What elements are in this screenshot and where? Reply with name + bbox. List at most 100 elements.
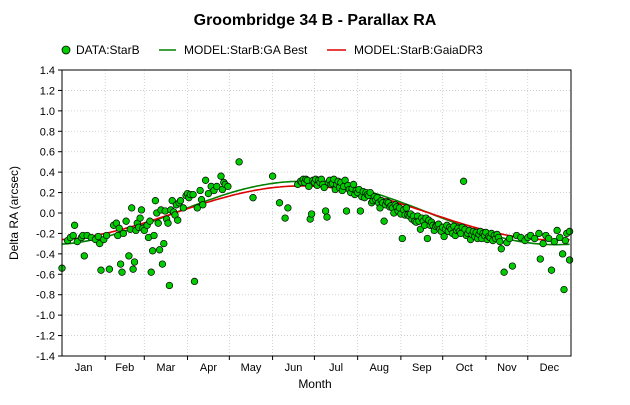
data-point	[151, 197, 160, 205]
data-point	[94, 232, 102, 241]
legend-label-ga-best: MODEL:StarB:GA Best	[184, 43, 308, 57]
data-point	[402, 204, 411, 212]
data-point	[217, 172, 225, 180]
x-tick-label: Jul	[329, 362, 343, 374]
data-point	[349, 180, 358, 189]
y-tick-label: -1.0	[36, 310, 55, 322]
y-tick-label: 0.8	[40, 126, 55, 138]
x-tick-label: Sep	[412, 362, 432, 374]
x-tick-label: Mar	[156, 362, 175, 374]
data-point	[550, 237, 558, 246]
data-point	[174, 216, 182, 224]
grid	[62, 69, 571, 357]
data-point	[497, 245, 505, 253]
data-point	[356, 207, 365, 215]
data-point	[158, 260, 167, 268]
data-point	[146, 217, 154, 225]
x-tick-label: May	[241, 362, 262, 374]
data-point	[130, 258, 139, 266]
legend-label-data: DATA:StarB	[76, 43, 140, 57]
data-point	[268, 172, 277, 180]
data-point	[556, 233, 564, 242]
data-point	[500, 268, 508, 276]
data-point	[196, 186, 204, 195]
data-point	[380, 217, 388, 225]
x-tick-label: Aug	[369, 362, 389, 374]
data-point	[125, 252, 133, 260]
y-tick-label: 1.4	[40, 65, 55, 77]
data-point	[531, 234, 539, 243]
legend-item-gaia-dr3: MODEL:StarB:GaiaDR3	[327, 43, 483, 57]
data-point	[505, 234, 514, 243]
x-tick-label: Apr	[200, 362, 217, 374]
data-point	[179, 204, 187, 212]
data-point	[320, 183, 328, 192]
data-point	[275, 199, 284, 207]
data-point	[97, 266, 105, 274]
x-tick-label: Jan	[75, 362, 93, 374]
y-axis-title: Delta RA (arcsec)	[7, 166, 21, 260]
data-point	[102, 231, 111, 240]
y-tick-label: 0.6	[40, 147, 55, 159]
data-point	[193, 204, 201, 212]
data-point	[558, 250, 567, 258]
y-tick-label: -0.6	[36, 269, 55, 281]
data-point	[321, 207, 330, 215]
data-point	[147, 268, 155, 276]
data-point	[459, 177, 468, 185]
legend-label-gaia-dr3: MODEL:StarB:GaiaDR3	[354, 43, 483, 57]
x-tick-labels: Jan Feb Mar Apr May Jun Jul Aug Sep Oct Nov Dec	[75, 356, 560, 374]
data-point	[122, 217, 130, 225]
data-point	[129, 265, 137, 273]
data-point	[535, 229, 543, 238]
data-point	[176, 197, 185, 205]
data-point	[545, 234, 553, 243]
data-point	[213, 182, 221, 191]
data-point	[342, 207, 351, 215]
data-point	[553, 226, 561, 235]
data-point	[224, 182, 232, 191]
data-point	[160, 239, 168, 248]
data-point	[136, 214, 144, 222]
data-point	[398, 234, 406, 243]
data-point	[249, 194, 257, 202]
legend-item-ga-best: MODEL:StarB:GA Best	[159, 43, 308, 57]
data-point	[281, 214, 289, 222]
data-point	[115, 224, 123, 232]
data-point	[565, 227, 574, 236]
data-point	[307, 210, 316, 218]
data-point	[204, 189, 213, 198]
data-point	[105, 265, 114, 273]
y-tick-label: -1.4	[36, 351, 55, 363]
x-axis-title: Month	[298, 377, 331, 391]
x-tick-label: Jun	[285, 362, 303, 374]
y-tick-label: -0.4	[36, 249, 55, 261]
y-tick-label: 0.4	[40, 167, 55, 179]
y-tick-label: 1.0	[40, 106, 55, 118]
data-point	[565, 256, 574, 264]
data-point	[118, 268, 126, 276]
data-point	[199, 201, 207, 209]
data-point	[69, 231, 77, 240]
data-point	[154, 219, 162, 227]
y-tick-label: 0.0	[40, 208, 55, 220]
legend-item-data: DATA:StarB	[61, 43, 140, 57]
data-point	[508, 262, 517, 270]
data-point	[323, 213, 331, 221]
legend: DATA:StarB MODEL:StarB:GA Best MODEL:Sta…	[61, 43, 483, 57]
x-tick-label: Nov	[497, 362, 517, 374]
data-point	[137, 206, 146, 214]
data-point	[560, 285, 568, 294]
y-tick-label: 1.2	[40, 85, 55, 97]
data-point	[440, 232, 448, 241]
legend-marker-data	[61, 45, 71, 55]
data-point	[150, 231, 158, 240]
data-point	[128, 204, 136, 212]
y-tick-label: 0.2	[40, 188, 55, 200]
data-point	[305, 182, 313, 191]
data-point	[148, 247, 157, 255]
x-tick-label: Feb	[115, 362, 134, 374]
data-point	[539, 239, 547, 248]
data-point	[536, 255, 544, 263]
